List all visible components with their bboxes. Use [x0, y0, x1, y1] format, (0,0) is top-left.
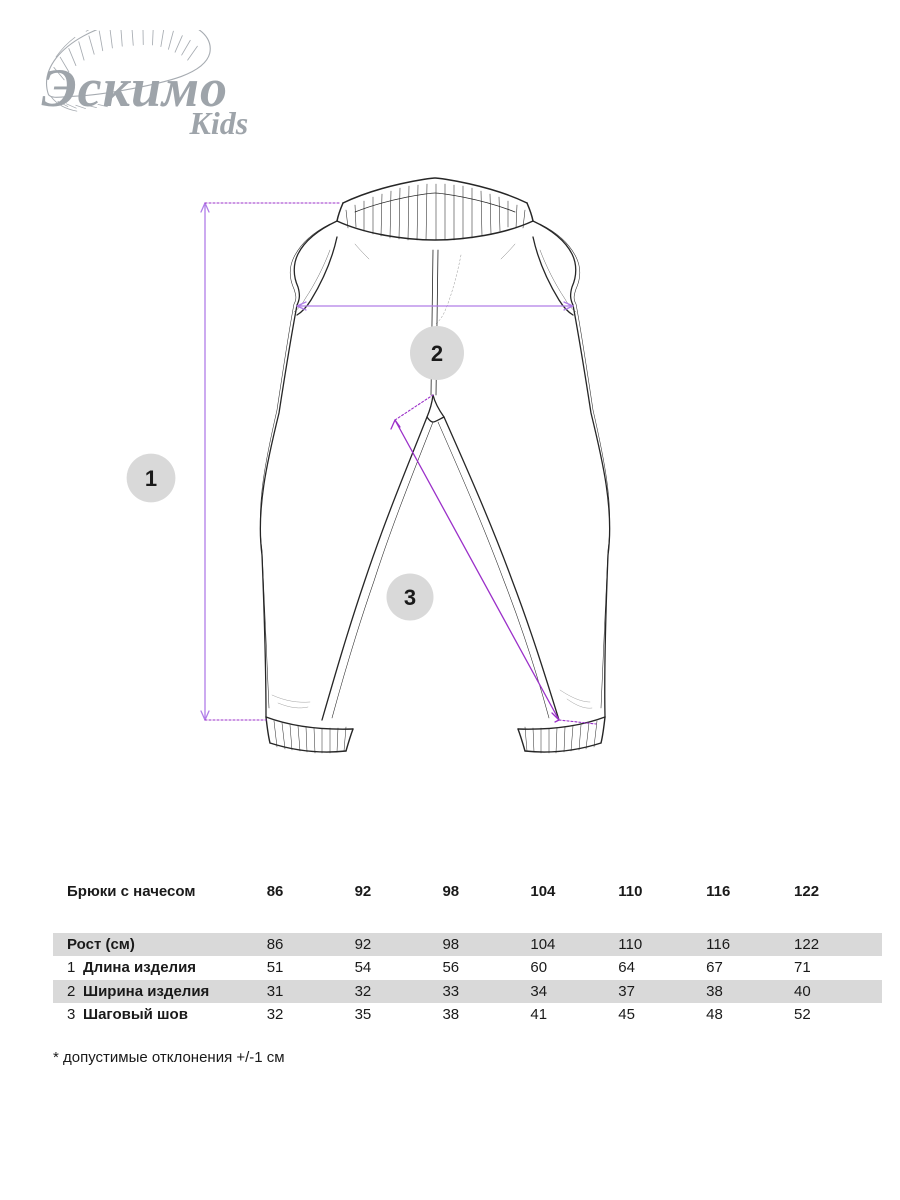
- svg-text:1: 1: [145, 466, 157, 491]
- svg-text:3: 3: [404, 585, 416, 610]
- svg-text:2: 2: [431, 341, 443, 366]
